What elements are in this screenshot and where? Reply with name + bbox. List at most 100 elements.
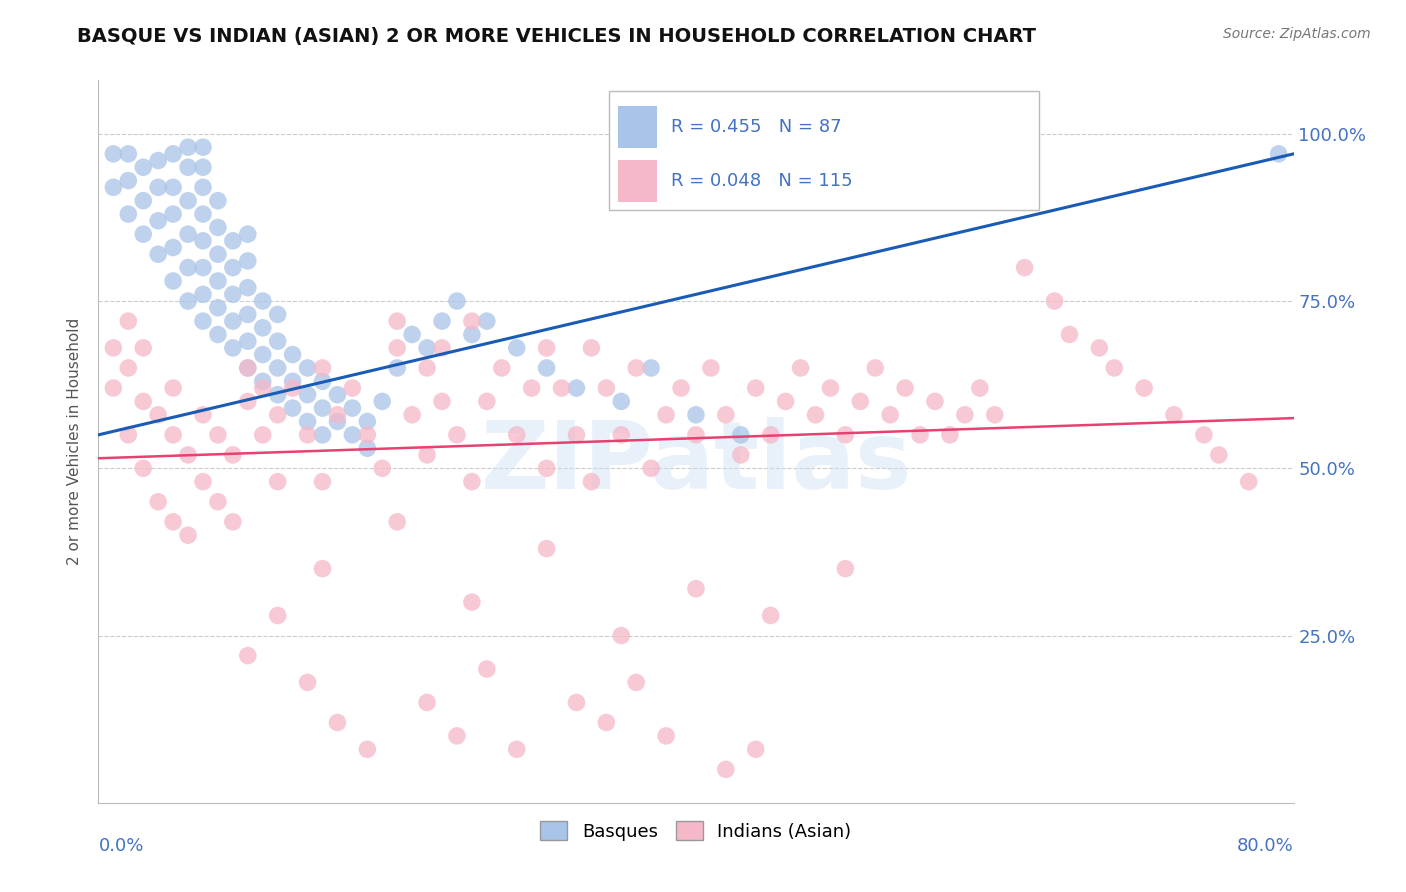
Point [267,475,290,489]
Point [132,341,155,355]
Point [446,427,468,442]
Point [416,341,439,355]
Point [610,394,633,409]
Point [475,314,498,328]
Point [207,494,229,508]
Point [342,381,364,395]
Point [236,281,259,295]
Point [267,608,290,623]
Point [236,361,259,376]
Point [103,147,125,161]
Point [311,375,333,389]
Point [236,307,259,322]
Point [969,381,991,395]
Point [177,294,200,309]
Point [117,147,139,161]
Point [385,515,409,529]
Point [924,394,946,409]
Point [326,408,349,422]
Point [356,427,378,442]
Point [371,394,394,409]
Point [461,314,484,328]
Point [191,287,214,301]
Point [565,696,588,710]
Point [162,180,184,194]
Point [311,401,333,416]
Point [610,628,633,642]
Point [581,341,603,355]
Point [191,260,214,275]
Point [177,161,200,175]
Point [252,294,274,309]
Point [117,361,139,376]
Point [640,361,662,376]
Point [103,381,125,395]
Point [565,381,588,395]
Point [789,361,811,376]
Point [655,408,678,422]
Point [281,381,304,395]
Point [191,234,214,248]
Point [446,294,468,309]
Point [162,427,184,442]
Point [326,387,349,401]
Point [207,427,229,442]
Point [177,194,200,208]
Point [342,401,364,416]
Point [207,220,229,235]
Point [908,427,931,442]
Point [222,448,245,462]
Point [117,314,139,328]
Point [446,729,468,743]
Point [834,427,856,442]
Point [536,361,558,376]
Point [132,227,155,242]
Point [236,394,259,409]
Point [385,341,409,355]
Point [252,321,274,335]
Point [117,427,139,442]
Point [191,161,214,175]
Point [162,274,184,288]
Point [730,427,752,442]
Point [385,314,409,328]
Point [148,180,170,194]
Point [297,361,319,376]
Point [669,381,692,395]
Point [685,408,707,422]
Point [252,348,274,362]
Point [536,341,558,355]
Point [132,394,155,409]
Point [775,394,797,409]
Point [1104,361,1126,376]
Point [236,361,259,376]
Point [267,387,290,401]
Point [685,582,707,596]
Point [222,287,245,301]
Point [311,475,333,489]
Point [356,414,378,429]
Point [281,401,304,416]
Point [162,147,184,161]
Point [162,207,184,221]
Point [1163,408,1185,422]
Point [191,207,214,221]
Point [745,742,768,756]
Point [1208,448,1230,462]
Text: BASQUE VS INDIAN (ASIAN) 2 OR MORE VEHICLES IN HOUSEHOLD CORRELATION CHART: BASQUE VS INDIAN (ASIAN) 2 OR MORE VEHIC… [77,27,1036,45]
Point [536,461,558,475]
Text: Source: ZipAtlas.com: Source: ZipAtlas.com [1223,27,1371,41]
Text: ZIPatlas: ZIPatlas [481,417,911,509]
Point [894,381,917,395]
Point [191,180,214,194]
Point [311,427,333,442]
Point [865,361,887,376]
Point [252,427,274,442]
Point [207,301,229,315]
Point [356,442,378,455]
Point [311,562,333,576]
Point [506,742,529,756]
Point [1267,147,1289,161]
Point [297,414,319,429]
Point [132,194,155,208]
